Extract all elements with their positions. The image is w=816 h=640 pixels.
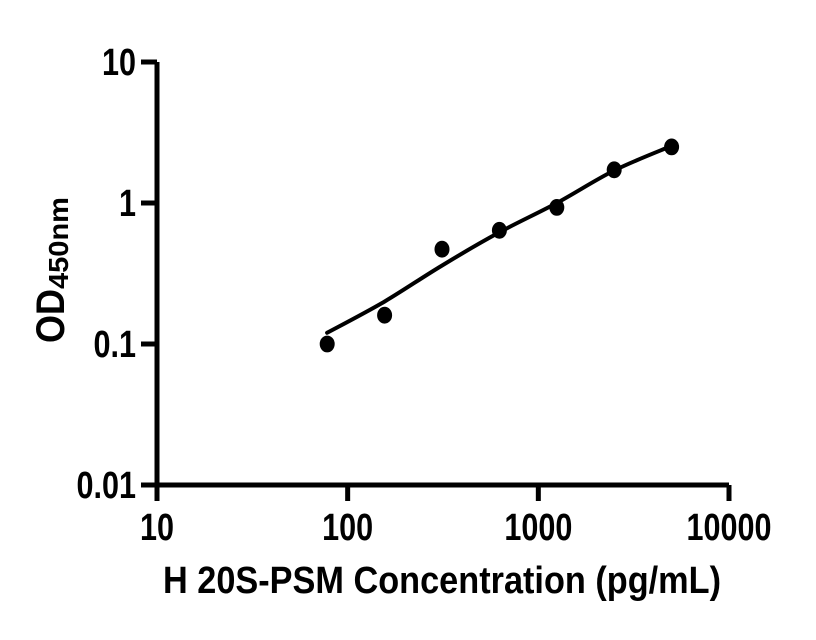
y-tick-label-0.01: 0.01 xyxy=(77,465,137,507)
y-tick-label-1: 1 xyxy=(119,183,136,225)
data-point-312.5 xyxy=(434,240,450,258)
y-tick-label-0.1: 0.1 xyxy=(94,324,137,366)
data-point-625 xyxy=(491,221,507,239)
data-point-2500 xyxy=(606,161,622,179)
data-point-1250 xyxy=(549,199,565,216)
y-axis-title-subscript: 450nm xyxy=(43,197,74,289)
y-axis-title: OD450nm xyxy=(29,197,74,343)
x-tick-label-10000: 10000 xyxy=(687,507,772,549)
data-point-156.25 xyxy=(377,306,393,324)
x-tick-label-1000: 1000 xyxy=(504,507,572,549)
x-axis-title: H 20S-PSM Concentration (pg/mL) xyxy=(163,560,721,602)
x-tick-label-100: 100 xyxy=(322,507,373,549)
axis-spine xyxy=(154,62,729,488)
data-point-78.125 xyxy=(319,335,335,353)
data-point-5000 xyxy=(664,138,680,156)
y-axis-title-main: OD xyxy=(29,289,73,343)
y-tick-label-10: 10 xyxy=(102,42,136,84)
x-tick-label-10: 10 xyxy=(140,507,174,549)
